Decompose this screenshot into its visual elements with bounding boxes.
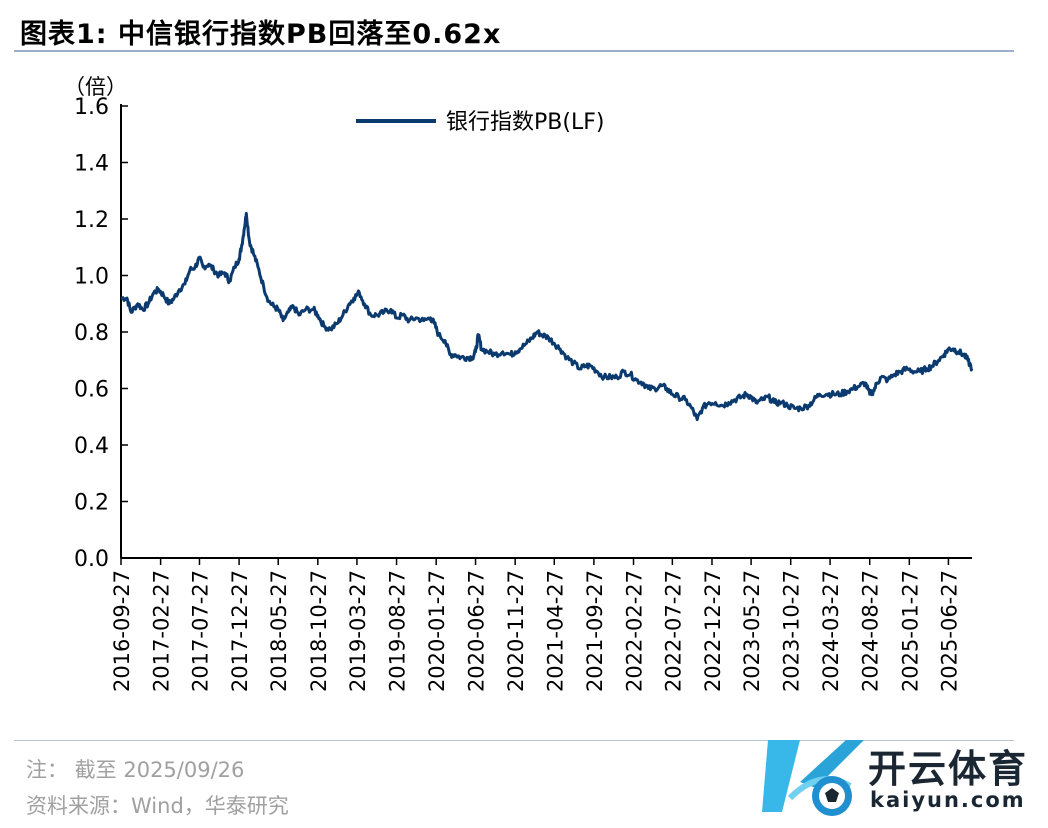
legend: 银行指数PB(LF) — [356, 110, 604, 135]
x-tick-label: 2021-09-27 — [583, 570, 607, 692]
y-tick-label: 0.4 — [74, 434, 109, 459]
series-line-bank-pb — [120, 211, 974, 422]
x-tick-label: 2017-12-27 — [228, 570, 252, 692]
x-tick-label: 2017-02-27 — [150, 570, 174, 692]
watermark-url: kaiyun.com — [870, 788, 1026, 812]
footer-divider — [14, 740, 1014, 741]
x-tick-label: 2022-02-27 — [623, 570, 647, 692]
y-tick-label: 1.4 — [74, 152, 109, 177]
x-tick-label: 2018-10-27 — [307, 570, 331, 692]
x-tick-label: 2021-04-27 — [543, 570, 567, 692]
x-tick-label: 2023-10-27 — [780, 570, 804, 692]
x-tick-label: 2025-06-27 — [937, 570, 961, 692]
y-axis-ticks: 0.0 0.2 0.4 0.6 0.8 1.0 1.2 1.4 1.6 — [74, 95, 128, 572]
title-divider — [14, 50, 1014, 52]
x-tick-label: 2024-03-27 — [819, 570, 843, 692]
source-note: 资料来源：Wind，华泰研究 — [26, 794, 289, 818]
x-tick-label: 2020-06-27 — [465, 570, 489, 692]
x-tick-label: 2024-08-27 — [859, 570, 883, 692]
x-tick-label: 2022-12-27 — [701, 570, 725, 692]
x-tick-label: 2016-09-27 — [110, 570, 134, 692]
watermark-logo-icon — [762, 740, 864, 816]
y-tick-label: 0.2 — [74, 491, 109, 516]
y-tick-label: 0.6 — [74, 378, 109, 403]
y-tick-label: 1.2 — [74, 208, 109, 233]
x-tick-label: 2020-11-27 — [504, 570, 528, 692]
x-tick-label: 2019-03-27 — [346, 570, 370, 692]
pb-line-chart: 0.00.20.40.60.81.01.21.41.6 2016-09-27 20… — [64, 75, 974, 692]
y-tick-label: 0.8 — [74, 321, 109, 346]
y-tick-label: 0.0 — [74, 547, 109, 572]
footnote: 注： 截至 2025/09/26 — [26, 758, 245, 782]
axes — [120, 104, 972, 559]
x-tick-label: 2025-01-27 — [898, 570, 922, 692]
watermark-brand: 开云体育 — [868, 747, 1029, 791]
x-tick-label: 2018-05-27 — [267, 570, 291, 692]
chart-title: 图表1: 中信银行指数PB回落至0.62x — [20, 19, 502, 50]
legend-label: 银行指数PB(LF) — [446, 110, 604, 135]
x-tick-label: 2022-07-27 — [661, 570, 685, 692]
x-tick-label: 2023-05-27 — [740, 570, 764, 692]
y-tick-label: 1.0 — [74, 265, 109, 290]
x-tick-label: 2019-08-27 — [386, 570, 410, 692]
x-tick-label: 2020-01-27 — [425, 570, 449, 692]
x-tick-label: 2017-07-27 — [188, 570, 212, 692]
y-tick-label: 1.6 — [74, 95, 109, 120]
y-axis-unit-label: （倍） — [64, 75, 127, 99]
watermark: 开云体育 kaiyun.com — [760, 728, 1040, 824]
x-axis-ticks: 2016-09-27 2017-02-27 2017-07-27 2017-12-27… — [110, 558, 961, 692]
